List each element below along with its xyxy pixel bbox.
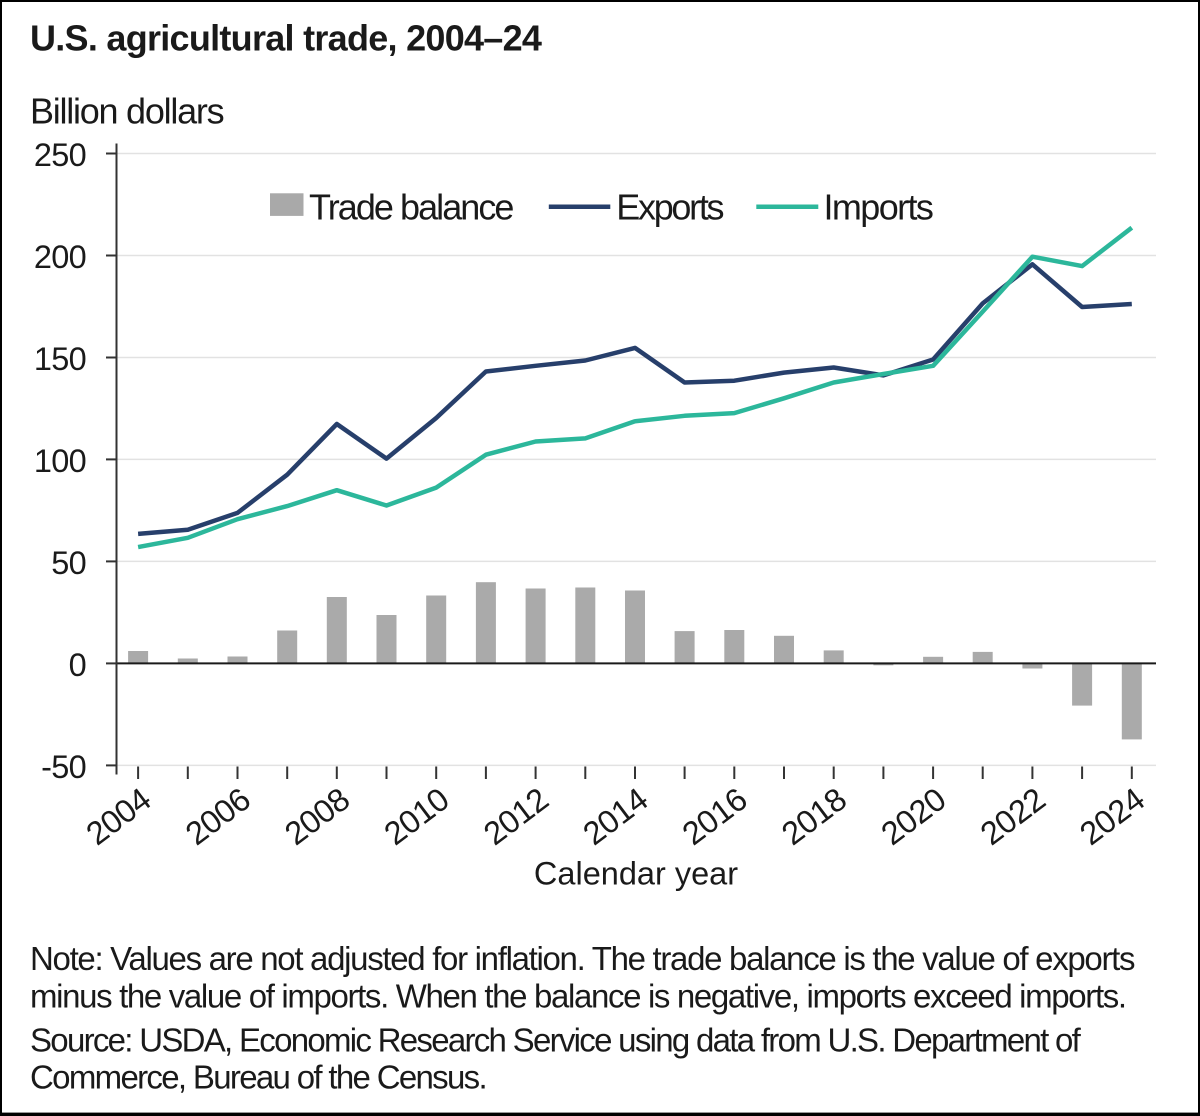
svg-text:0: 0 <box>69 647 86 683</box>
svg-text:Source: USDA, Economic Researc: Source: USDA, Economic Research Service … <box>30 1022 1082 1059</box>
svg-text:100: 100 <box>34 443 86 479</box>
svg-text:150: 150 <box>34 341 86 377</box>
svg-text:Note: Values are not adjusted: Note: Values are not adjusted for inflat… <box>30 940 1135 977</box>
svg-text:Trade balance: Trade balance <box>309 187 513 228</box>
svg-text:Exports: Exports <box>616 187 723 228</box>
svg-text:50: 50 <box>51 545 86 581</box>
svg-text:Commerce, Bureau of the Census: Commerce, Bureau of the Census. <box>30 1059 486 1096</box>
svg-text:minus the value of imports. Wh: minus the value of imports. When the bal… <box>30 978 1126 1015</box>
svg-text:-50: -50 <box>41 749 86 785</box>
svg-text:U.S. agricultural trade, 2004–: U.S. agricultural trade, 2004–24 <box>30 17 542 58</box>
svg-text:250: 250 <box>34 137 86 173</box>
svg-text:200: 200 <box>34 239 86 275</box>
svg-text:Imports: Imports <box>824 187 933 228</box>
svg-text:Billion dollars: Billion dollars <box>30 91 224 132</box>
svg-text:Calendar year: Calendar year <box>534 856 738 892</box>
